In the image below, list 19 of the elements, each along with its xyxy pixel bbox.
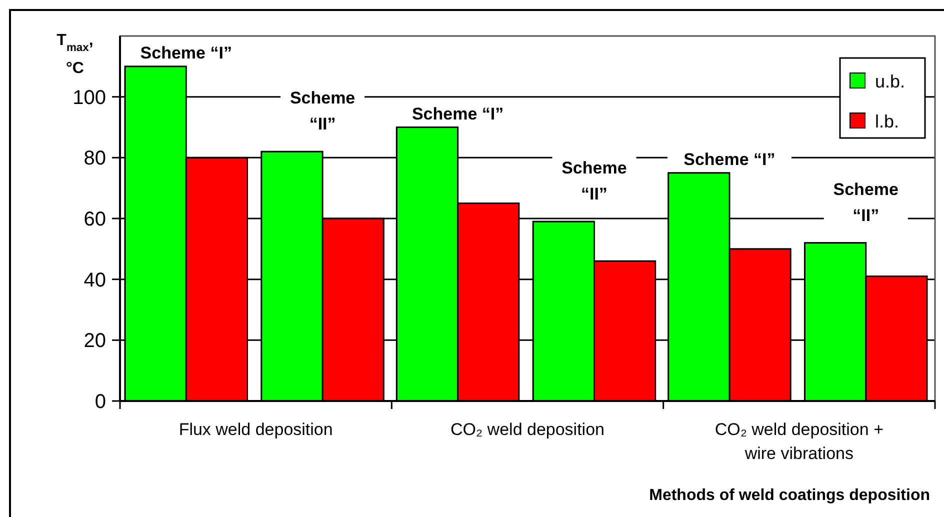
x-tick-label: CO₂ weld deposition bbox=[450, 420, 605, 439]
legend-label: l.b. bbox=[875, 111, 900, 132]
x-tick-label: Flux weld deposition bbox=[178, 420, 333, 439]
y-tick-label: 40 bbox=[84, 269, 106, 292]
x-tick-label: CO₂ weld deposition + wire vibrations bbox=[714, 420, 884, 463]
y-tick-label: 100 bbox=[72, 86, 106, 109]
y-tick-label: 0 bbox=[94, 391, 106, 413]
annotation: Scheme “II” bbox=[562, 158, 627, 204]
annotation: Scheme “II” bbox=[833, 180, 898, 225]
y-axis-title: T$_{max}$, °C bbox=[56, 32, 94, 77]
legend-label: u.b. bbox=[875, 71, 906, 92]
y-tick-label: 20 bbox=[84, 330, 106, 352]
annotation: Scheme “I” bbox=[412, 104, 504, 124]
y-tick-label: 60 bbox=[84, 208, 106, 230]
annotation: Scheme “I” bbox=[140, 43, 232, 62]
annotation: Scheme “II” bbox=[290, 88, 356, 134]
x-axis-title: Methods of weld coatings deposition bbox=[649, 487, 930, 504]
annotation: Scheme “I” bbox=[684, 150, 776, 169]
y-tick-label: 80 bbox=[84, 148, 106, 170]
